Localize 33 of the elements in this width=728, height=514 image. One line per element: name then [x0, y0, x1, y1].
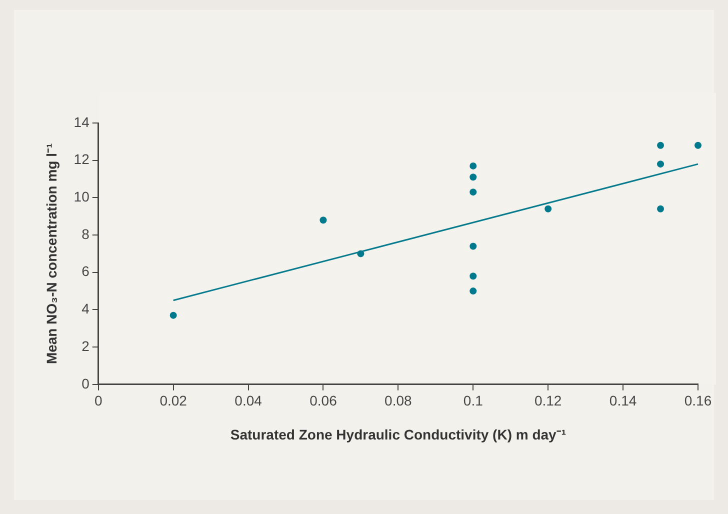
x-tick-label: 0.04: [234, 392, 262, 409]
point: [470, 174, 477, 181]
x-axis-title: Saturated Zone Hydraulic Conductivity (K) m day⁻¹: [230, 426, 566, 442]
point: [470, 162, 477, 170]
x-tick-label: 0.12: [534, 392, 562, 409]
x-tick-label: 0.08: [384, 392, 412, 409]
x-tick-label: 0.16: [684, 392, 712, 409]
point: [544, 205, 552, 212]
point: [470, 188, 477, 196]
y-tick-label: 10: [74, 188, 90, 205]
y-tick-label: 12: [74, 151, 90, 168]
point: [470, 272, 477, 280]
x-tick-label: 0.06: [310, 392, 338, 409]
point: [657, 142, 664, 149]
y-tick-label: 4: [82, 300, 90, 317]
y-axis-title: Mean NO₃-N concentration mg l⁻¹: [43, 143, 60, 364]
point: [657, 160, 664, 168]
point: [470, 288, 477, 295]
x-tick-label: 0.02: [160, 392, 188, 409]
point: [657, 205, 664, 212]
y-tick-label: 6: [82, 263, 90, 280]
y-tick-label: 0: [82, 375, 90, 392]
y-tick-label: 14: [74, 114, 90, 130]
y-tick-label: 2: [82, 338, 90, 354]
x-tick-label: 0: [94, 392, 102, 409]
y-tick-label: 8: [82, 226, 90, 242]
point: [357, 250, 364, 258]
point: [170, 312, 177, 319]
point: [320, 216, 327, 224]
point: [694, 142, 702, 149]
x-tick-label: 0.14: [609, 392, 637, 409]
x-tick-label: 0.1: [463, 392, 484, 409]
point: [470, 242, 477, 250]
